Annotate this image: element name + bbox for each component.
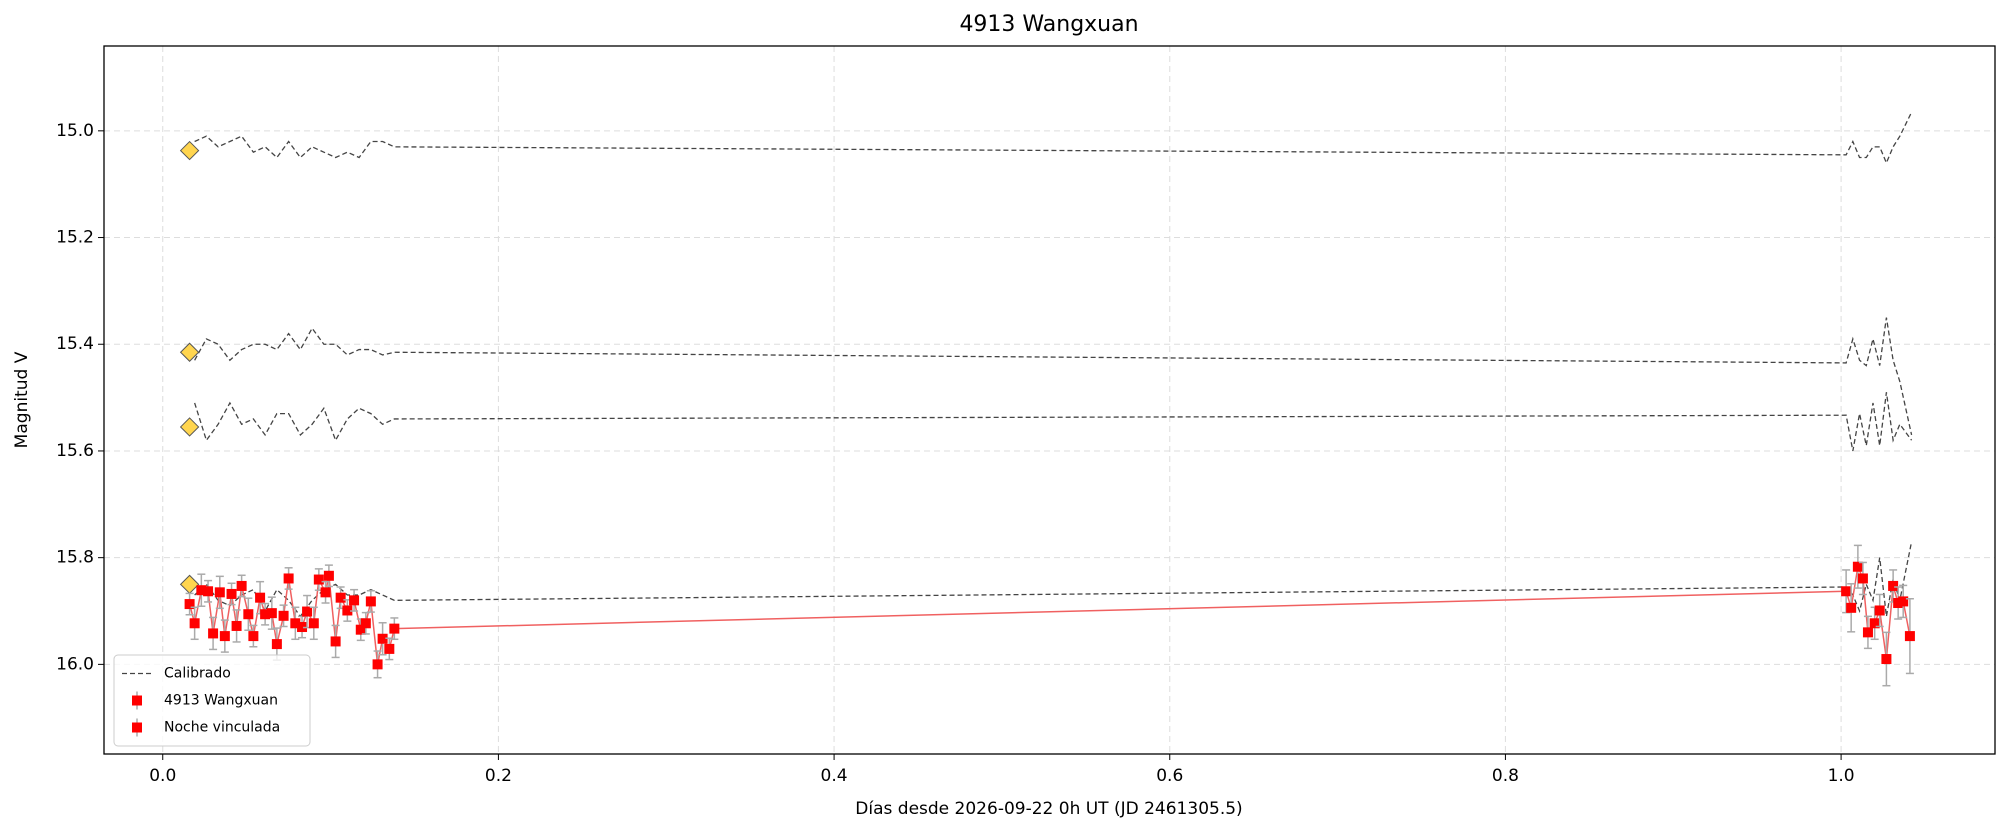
data-point <box>271 639 282 650</box>
reference-marker <box>179 140 200 161</box>
legend-swatch <box>132 722 142 733</box>
data-point <box>365 596 376 607</box>
x-tick-label: 1.0 <box>1828 766 1855 786</box>
reference-marker <box>179 342 200 362</box>
x-tick-label: 0.2 <box>485 766 512 786</box>
data-point <box>214 587 225 598</box>
data-point <box>231 620 242 631</box>
y-tick-label: 15.0 <box>56 121 94 141</box>
data-point <box>208 628 219 639</box>
data-point <box>290 618 301 629</box>
y-tick-label: 15.2 <box>56 228 94 248</box>
data-point <box>320 587 331 598</box>
data-point <box>349 595 360 606</box>
x-tick-label: 0.8 <box>1492 766 1519 786</box>
data-point <box>184 599 195 610</box>
plot-frame <box>103 45 1996 755</box>
data-point <box>372 659 383 670</box>
x-tick-label: 0.6 <box>1156 766 1183 786</box>
data-point <box>302 606 313 617</box>
legend-swatch <box>132 695 142 706</box>
data-point <box>226 588 237 599</box>
data-point <box>260 609 271 620</box>
y-axis-label: Magnitud V <box>12 351 32 448</box>
data-point <box>355 624 366 635</box>
reference-marker <box>179 417 200 437</box>
data-point <box>255 592 266 603</box>
data-point <box>203 586 214 597</box>
data-point <box>196 585 207 596</box>
legend-label: Noche vinculada <box>164 720 280 736</box>
data-point <box>1898 596 1909 607</box>
calibrated-line <box>194 392 1913 452</box>
legend-label: 4913 Wangxuan <box>164 693 278 709</box>
calibrated-line <box>194 317 1913 436</box>
data-point <box>278 610 289 621</box>
data-point <box>297 622 308 633</box>
data-point <box>219 631 230 642</box>
data-point <box>323 570 334 581</box>
data-point <box>1852 561 1863 572</box>
y-tick-label: 15.8 <box>56 548 94 568</box>
chart-title: 4913 Wangxuan <box>959 12 1138 37</box>
legend-label: Calibrado <box>164 666 231 682</box>
x-axis-label: Días desde 2026-09-22 0h UT (JD 2461305.… <box>855 799 1242 819</box>
data-point <box>377 633 388 644</box>
data-point <box>236 580 247 591</box>
data-point <box>1874 605 1885 616</box>
data-point <box>1869 618 1880 629</box>
x-tick-label: 0.0 <box>149 766 176 786</box>
legend-box <box>113 654 311 747</box>
linked-night-line <box>394 590 1847 630</box>
data-point <box>283 573 294 584</box>
data-point <box>1904 631 1915 642</box>
data-point <box>360 618 371 629</box>
data-point <box>189 618 200 629</box>
data-point <box>243 609 254 620</box>
data-point <box>1841 586 1852 597</box>
data-point <box>1888 580 1899 591</box>
calibrated-line <box>194 111 1913 165</box>
data-point <box>248 631 259 642</box>
calibrated-line <box>194 541 1913 618</box>
data-point <box>308 618 319 629</box>
data-point <box>335 592 346 603</box>
data-point <box>330 636 341 647</box>
data-point <box>313 574 324 585</box>
data-point <box>266 608 277 619</box>
y-tick-label: 15.4 <box>56 334 94 354</box>
data-point <box>1862 627 1873 638</box>
data-point <box>384 643 395 654</box>
data-point <box>342 605 353 616</box>
y-tick-label: 16.0 <box>56 654 94 674</box>
data-point <box>1881 654 1892 665</box>
legend: Calibrado 4913 Wangxuan Noche vinculada <box>113 654 311 747</box>
x-tick-label: 0.4 <box>821 766 848 786</box>
data-point <box>389 623 400 634</box>
data-point <box>1893 598 1904 609</box>
data-point <box>1857 573 1868 584</box>
data-point <box>1846 602 1857 613</box>
y-tick-label: 15.6 <box>56 441 94 461</box>
